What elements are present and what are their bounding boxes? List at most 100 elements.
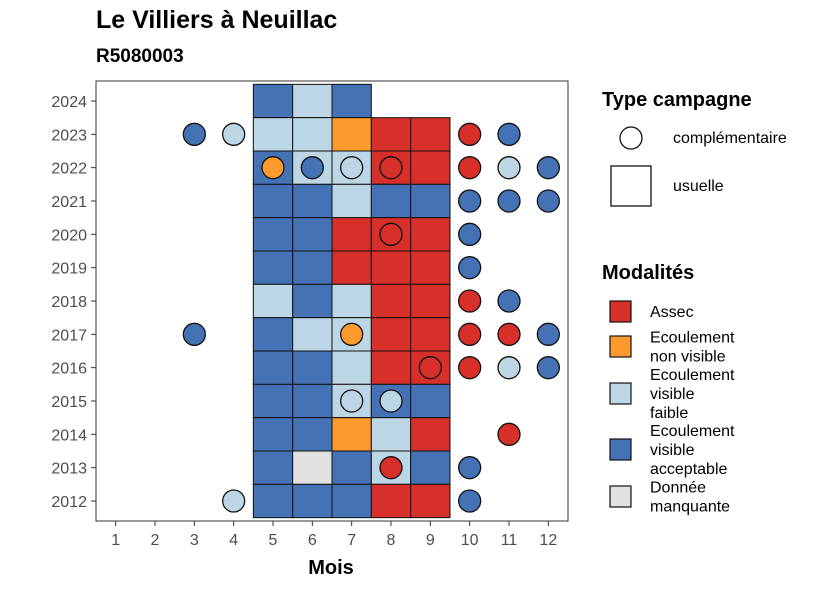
usuelle-cell: [410, 283, 451, 319]
complementaire-dot: [458, 356, 482, 380]
legend-modalite-label: visible: [650, 386, 695, 403]
x-tick-label: 8: [387, 532, 396, 549]
complementaire-dot: [379, 156, 403, 180]
usuelle-cell: [252, 317, 294, 352]
complementaire-dot: [536, 322, 560, 346]
y-tick-label: 2021: [51, 194, 87, 211]
usuelle-cell: [292, 350, 333, 385]
usuelle-cell: [370, 283, 412, 319]
complementaire-dot: [261, 156, 285, 180]
usuelle-cell: [331, 483, 372, 519]
usuelle-cell: [410, 117, 451, 152]
complementaire-dot: [497, 289, 521, 313]
y-tick-label: 2013: [51, 461, 87, 478]
legend-modalite-key: [609, 382, 632, 405]
x-tick-label: 10: [461, 532, 479, 549]
legend-modalite-key: [609, 300, 632, 323]
usuelle-cell: [410, 383, 451, 419]
legend-type-title: Type campagne: [602, 89, 752, 111]
x-tick-label: 6: [308, 532, 317, 549]
usuelle-cell: [292, 483, 333, 519]
x-tick-label: 9: [426, 532, 435, 549]
usuelle-cell: [252, 350, 294, 385]
complementaire-dot: [222, 489, 246, 513]
usuelle-cell: [410, 483, 451, 519]
x-tick-label: 3: [190, 532, 199, 549]
usuelle-cell: [292, 283, 333, 319]
usuelle-cell: [292, 83, 333, 119]
usuelle-cell: [252, 417, 294, 452]
complementaire-dot: [536, 356, 560, 380]
usuelle-cell: [410, 217, 451, 252]
complementaire-dot: [497, 122, 521, 146]
x-tick-label: 1: [111, 532, 120, 549]
y-tick-label: 2020: [51, 227, 87, 244]
usuelle-cell: [252, 217, 294, 252]
y-axis: 2012 2013 2014 2015 2016 2017 2018 2019 2020 2021…: [51, 94, 96, 511]
complementaire-dot: [340, 389, 364, 413]
y-tick-label: 2017: [51, 327, 87, 344]
usuelle-cell: [292, 383, 333, 419]
y-tick-label: 2015: [51, 394, 87, 411]
legend-square-key: [610, 165, 652, 207]
legend-modalite-label: Ecoulement: [650, 367, 735, 384]
legend-type-campagne: Type campagne complémentaire usuelle: [602, 89, 787, 207]
legend-modalite-key: [609, 485, 632, 508]
usuelle-cell: [252, 250, 294, 285]
usuelle-cell: [252, 483, 294, 519]
usuelle-cell: [292, 317, 333, 352]
complementaire-dot: [458, 222, 482, 246]
usuelle-cell: [252, 450, 294, 485]
usuelle-cell: [252, 383, 294, 419]
usuelle-cell: [331, 450, 372, 485]
usuelle-cell: [410, 250, 451, 285]
x-tick-label: 7: [347, 532, 356, 549]
y-tick-label: 2012: [51, 494, 87, 511]
legend-modalite-key: [609, 438, 632, 461]
usuelle-cell: [252, 283, 294, 319]
complementaire-dot: [458, 322, 482, 346]
usuelle-cells: [252, 83, 451, 519]
usuelle-cell: [331, 117, 372, 152]
legend-modalite-label: Ecoulement: [650, 330, 735, 347]
complementaire-dot: [458, 156, 482, 180]
complementaire-dot: [182, 322, 206, 346]
complementaire-dot: [222, 122, 246, 146]
legend-circle-key: [619, 126, 643, 150]
y-tick-label: 2019: [51, 261, 87, 278]
usuelle-cell: [370, 250, 412, 285]
usuelle-cell: [410, 450, 451, 485]
complementaire-dot: [418, 356, 442, 380]
x-tick-label: 11: [501, 532, 518, 549]
usuelle-cell: [331, 283, 372, 319]
usuelle-cell: [370, 417, 412, 452]
y-tick-label: 2016: [51, 361, 87, 378]
legend-modalite-label: visible: [650, 442, 695, 459]
usuelle-cell: [370, 350, 412, 385]
x-tick-label: 2: [151, 532, 160, 549]
complementaire-dot: [458, 189, 482, 213]
complementaire-dot: [182, 122, 206, 146]
y-tick-label: 2014: [51, 427, 87, 444]
complementaire-dot: [536, 156, 560, 180]
complementaire-dot: [536, 189, 560, 213]
y-tick-label: 2018: [51, 294, 87, 311]
complementaire-dot: [340, 156, 364, 180]
complementaire-dot: [458, 256, 482, 280]
x-axis-label: Mois: [308, 557, 354, 579]
legend-modalite-label: acceptable: [650, 461, 727, 478]
complementaire-dots: [182, 122, 560, 513]
usuelle-cell: [410, 183, 451, 219]
usuelle-cell: [292, 417, 333, 452]
y-tick-label: 2023: [51, 127, 87, 144]
usuelle-cell: [410, 317, 451, 352]
usuelle-cell: [252, 183, 294, 219]
legend-modalite-label: Assec: [650, 304, 694, 321]
y-tick-label: 2022: [51, 161, 87, 178]
chart-subtitle: R5080003: [96, 46, 184, 67]
legend-modalite-key: [609, 335, 632, 358]
usuelle-cell: [331, 217, 372, 252]
complementaire-dot: [497, 189, 521, 213]
usuelle-cell: [292, 250, 333, 285]
